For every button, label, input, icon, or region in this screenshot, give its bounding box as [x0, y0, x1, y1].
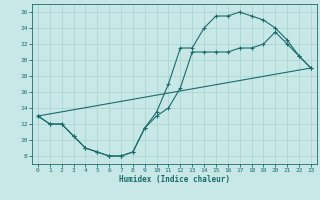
X-axis label: Humidex (Indice chaleur): Humidex (Indice chaleur)	[119, 175, 230, 184]
